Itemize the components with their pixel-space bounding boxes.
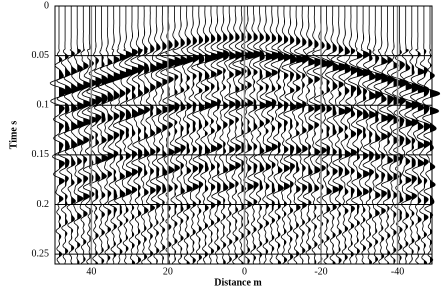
y-tick-label: 0.1: [37, 100, 50, 111]
x-axis-label: Distance m: [214, 277, 262, 288]
chart: Distance m Time s 40 20 0 -20 -40 0 0.05 0.1 0.1…: [0, 0, 441, 304]
x-tick-label: -20: [314, 266, 327, 277]
y-tick-label: 0.05: [32, 50, 50, 61]
x-tick-label: 0: [242, 266, 247, 277]
y-tick-label: 0.2: [37, 199, 50, 210]
y-tick-label: 0: [44, 0, 49, 11]
y-axis-label: Time s: [8, 121, 19, 150]
y-tick-label: 0.25: [32, 248, 50, 259]
x-tick-label: -40: [391, 266, 404, 277]
y-tick-label: 0.15: [32, 149, 50, 160]
x-tick-label: 40: [86, 266, 96, 277]
x-tick-label: 20: [163, 266, 173, 277]
